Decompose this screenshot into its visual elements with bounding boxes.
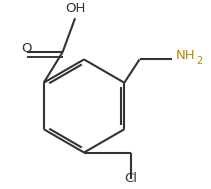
Text: OH: OH: [65, 2, 85, 15]
Text: NH: NH: [175, 49, 195, 62]
Text: O: O: [21, 42, 32, 55]
Text: 2: 2: [196, 56, 202, 66]
Text: Cl: Cl: [124, 172, 137, 185]
